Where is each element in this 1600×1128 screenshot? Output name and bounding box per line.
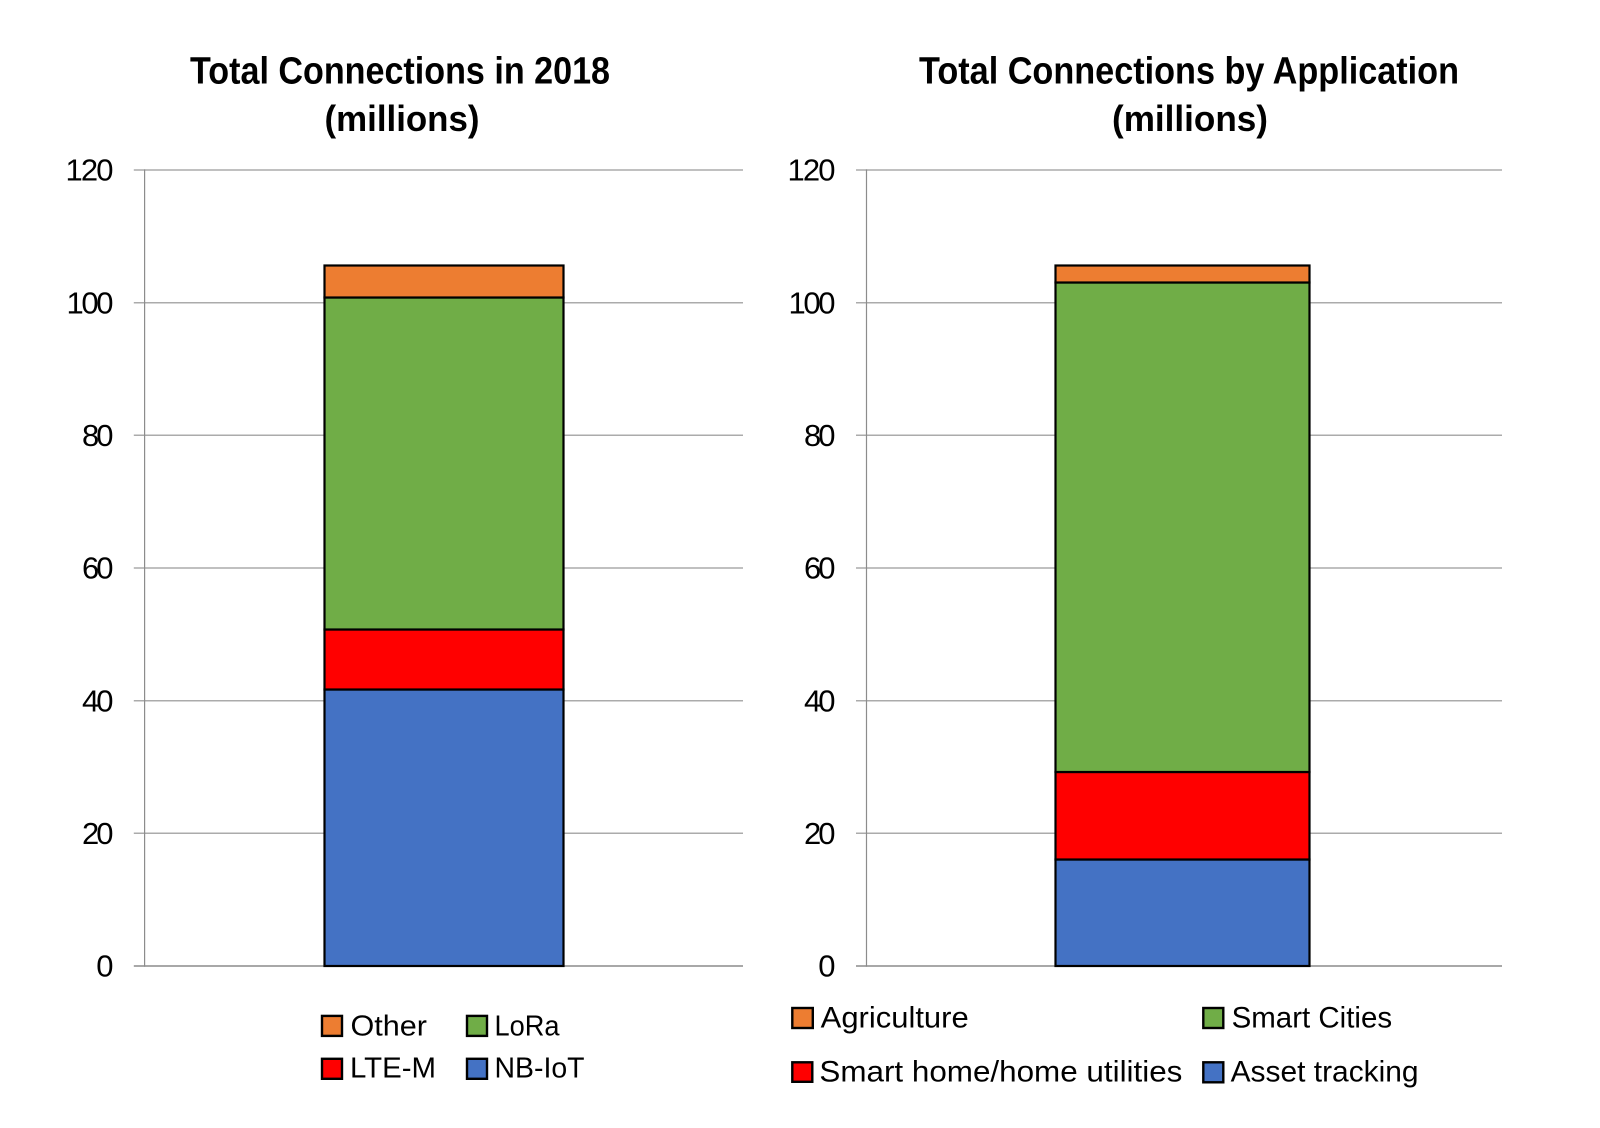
svg-text:Smart Cities: Smart Cities	[1232, 1001, 1393, 1034]
svg-text:Total Connections in 2018: Total Connections in 2018	[190, 51, 610, 93]
svg-text:Asset tracking: Asset tracking	[1231, 1056, 1419, 1089]
svg-text:(millions): (millions)	[1112, 98, 1268, 139]
svg-text:80: 80	[82, 418, 114, 453]
svg-text:100: 100	[67, 285, 114, 320]
svg-text:80: 80	[804, 418, 836, 453]
svg-text:20: 20	[82, 816, 114, 851]
svg-text:Other: Other	[351, 1011, 428, 1043]
svg-text:Total Connections by Applicati: Total Connections by Application	[919, 51, 1459, 93]
svg-text:0: 0	[96, 949, 113, 984]
svg-text:120: 120	[66, 153, 114, 188]
svg-text:Smart home/home utilities: Smart home/home utilities	[819, 1056, 1182, 1089]
svg-text:Agriculture: Agriculture	[821, 1001, 969, 1034]
svg-text:100: 100	[789, 285, 836, 320]
svg-text:(millions): (millions)	[325, 98, 480, 139]
svg-text:120: 120	[788, 153, 836, 188]
svg-text:60: 60	[804, 551, 836, 586]
svg-text:20: 20	[804, 816, 836, 851]
svg-text:40: 40	[804, 683, 836, 718]
svg-text:40: 40	[82, 683, 114, 718]
svg-text:LTE-M: LTE-M	[350, 1053, 436, 1085]
svg-text:NB-IoT: NB-IoT	[495, 1053, 585, 1085]
svg-text:0: 0	[818, 949, 835, 984]
svg-text:LoRa: LoRa	[495, 1011, 561, 1043]
svg-text:60: 60	[82, 551, 114, 586]
